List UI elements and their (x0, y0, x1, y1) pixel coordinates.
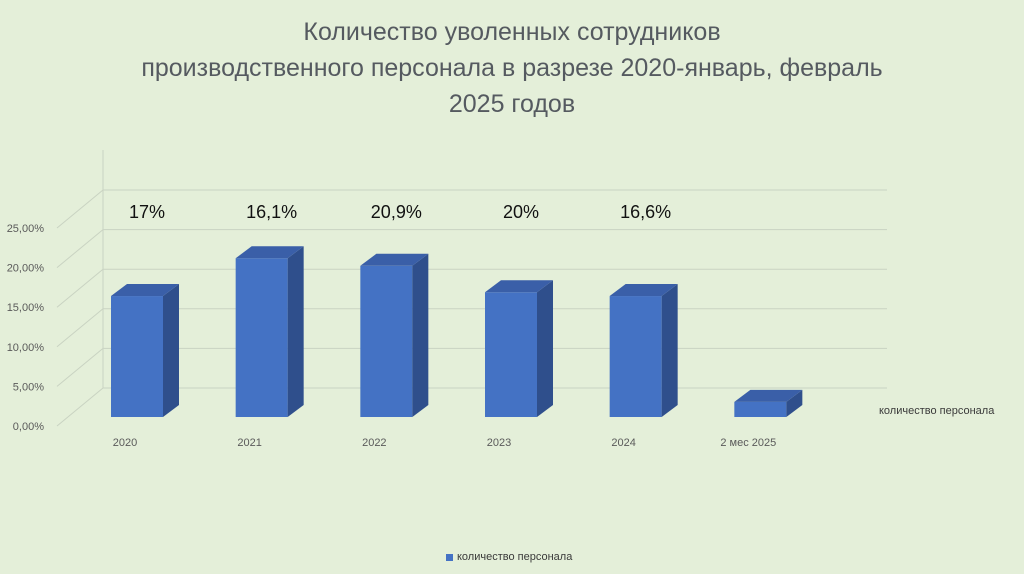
legend-label: количество персонала (457, 551, 573, 563)
bar-front (485, 292, 537, 417)
x-tick-label: 2023 (487, 437, 511, 449)
bar-top (485, 280, 553, 293)
y-tick-label: 15,00% (7, 302, 45, 314)
chart-title-line-2: производственного персонала в разрезе 20… (141, 54, 883, 82)
y-tick-label: 5,00% (13, 381, 44, 393)
bar-front (734, 401, 787, 417)
gridline (56, 347, 887, 387)
gridline (56, 189, 887, 229)
x-tick-label: 2020 (113, 437, 137, 449)
gridlines (56, 150, 887, 427)
bar-side (537, 280, 553, 417)
data-label: 16,1% (246, 202, 297, 222)
y-tick-label: 10,00% (7, 342, 45, 354)
chart-title: Количество уволенных сотрудников произво… (112, 14, 912, 122)
chart-title-line-1: Количество уволенных сотрудников (303, 18, 721, 46)
y-tick-label: 25,00% (7, 223, 45, 235)
bar-front (360, 265, 413, 417)
bar-front (235, 258, 288, 417)
bar-side (287, 246, 304, 417)
y-axis: 0,00% 5,00% 10,00% 15,00% 20,00% 25,00% (7, 223, 45, 433)
bar-top (609, 284, 678, 297)
bar-top (734, 389, 803, 402)
x-tick-label: 2021 (237, 437, 261, 449)
bar-top (235, 246, 304, 259)
y-tick-label: 0,00% (13, 421, 44, 433)
gridline (56, 268, 887, 308)
x-tick-label: 2022 (362, 437, 386, 449)
legend-swatch (446, 553, 453, 561)
gridline (56, 229, 887, 268)
data-label: 20% (503, 202, 539, 222)
x-axis: 2020 2021 2022 2023 2024 2 мес 2025 (113, 437, 777, 449)
chart-title-line-3: 2025 годов (448, 90, 576, 118)
data-label: 20,9% (371, 202, 422, 222)
bar-side (163, 284, 179, 417)
bars (111, 246, 803, 417)
bar-top (111, 284, 179, 297)
legend: количество персонала (446, 551, 572, 563)
data-labels: 17% 16,1% 20,9% 20% 16,6% (129, 202, 671, 222)
data-label: 16,6% (620, 202, 671, 222)
x-tick-label: 2024 (611, 437, 635, 449)
bar-top (360, 253, 429, 266)
bar-front (111, 296, 163, 417)
bar-side (412, 253, 429, 417)
data-label: 17% (129, 202, 165, 222)
gridline (56, 308, 887, 348)
y-tick-label: 20,00% (7, 263, 45, 275)
bar-side (661, 284, 678, 417)
x-tick-label: 2 мес 2025 (720, 437, 776, 449)
bar-side (786, 389, 803, 417)
bar-front (609, 296, 662, 417)
series-axis-label: количество персонала (879, 405, 995, 417)
